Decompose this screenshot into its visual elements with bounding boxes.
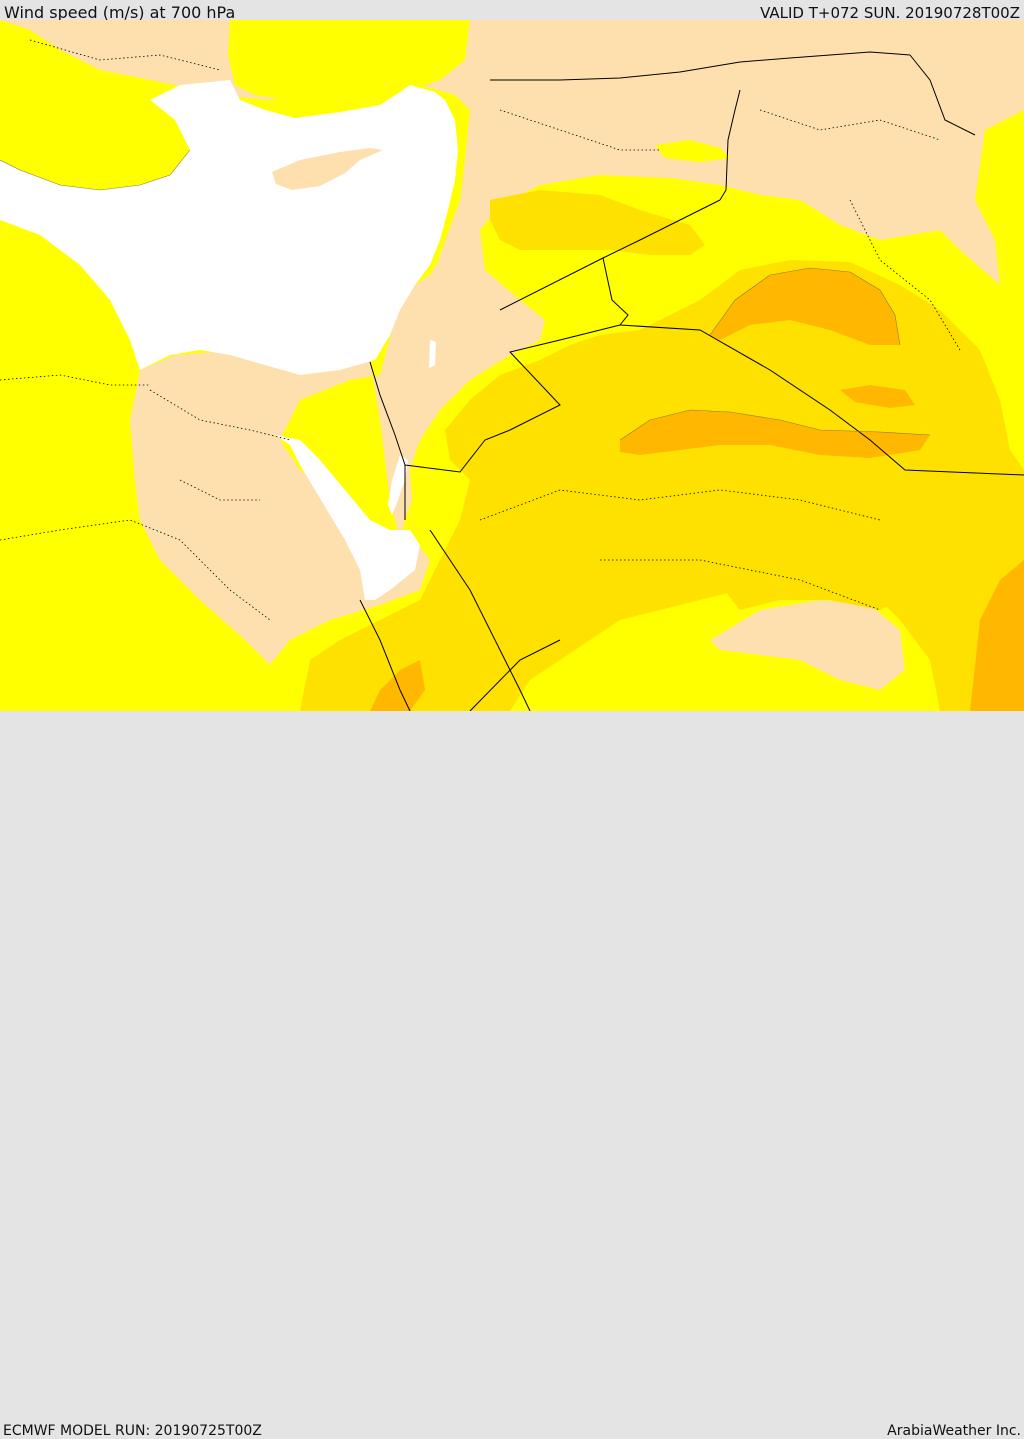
strong-region-east (840, 385, 915, 408)
map-title: Wind speed (m/s) at 700 hPa (4, 3, 236, 22)
moderate-region-syria-iraq (300, 260, 1024, 711)
strong-region-southeast (970, 560, 1024, 711)
footer-bar: ECMWF MODEL RUN: 20190725T00Z ArabiaWeat… (0, 711, 1024, 1439)
light-patch-anatolia (228, 20, 470, 105)
province-borders (0, 39, 961, 621)
moderate-region-iraq-arabia (490, 190, 705, 255)
header-bar: Wind speed (m/s) at 700 hPa VALID T+072 … (0, 0, 1024, 22)
light-patch-iraq-north (655, 140, 730, 162)
dead-sea (429, 340, 436, 368)
calm-region-arabia (710, 600, 905, 690)
gulf-of-aqaba (388, 455, 408, 515)
valid-time: VALID T+072 SUN. 20190728T00Z (760, 4, 1020, 22)
wind-speed-map[interactable] (0, 20, 1024, 711)
moderate-region-southeast (700, 540, 900, 610)
model-run: ECMWF MODEL RUN: 20190725T00Z (3, 1423, 262, 1439)
contour-lines (0, 149, 931, 441)
red-sea-gulf-of-suez (275, 435, 420, 600)
strong-region-iraq (710, 268, 900, 345)
strong-region-central (620, 410, 930, 458)
credit: ArabiaWeather Inc. (887, 1423, 1021, 1439)
calm-region-turkey (0, 20, 1024, 665)
strong-region-south (370, 660, 425, 711)
country-borders (359, 51, 1024, 711)
cyprus-land (272, 148, 383, 190)
light-patch-west-asia (0, 110, 200, 190)
